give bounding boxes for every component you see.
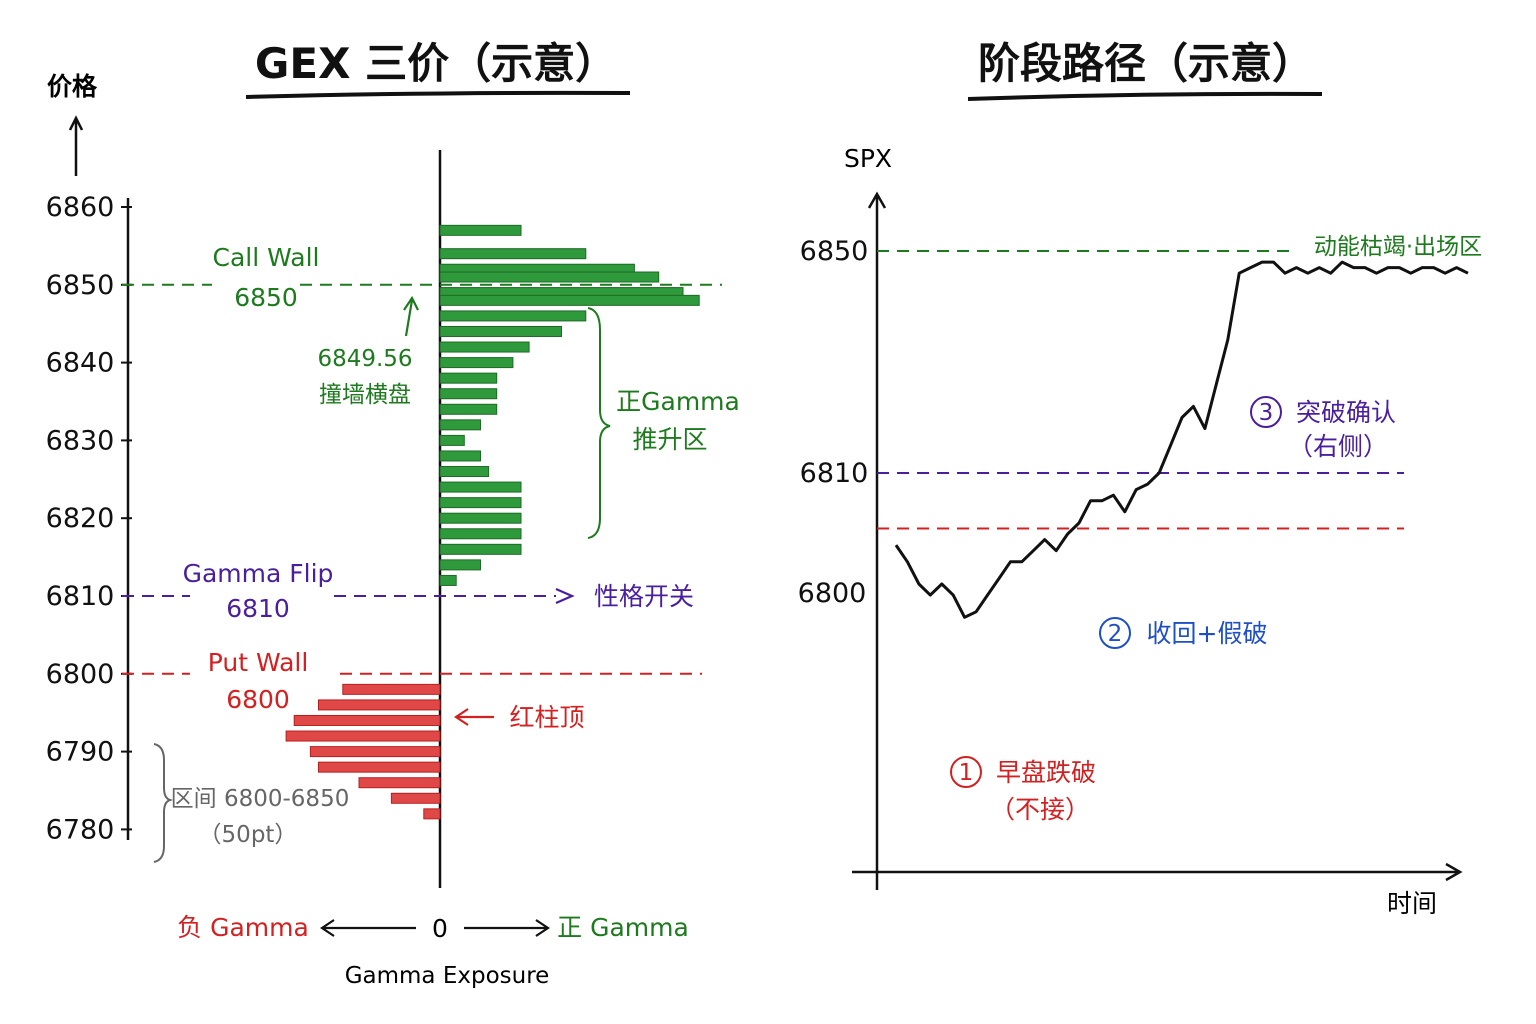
positive-gamma-bar — [439, 528, 522, 540]
flip-arrow-icon — [555, 587, 575, 605]
step2-label: 收回+假破 — [1147, 619, 1268, 648]
pos-zone-label-1: 正Gamma — [616, 387, 740, 416]
positive-gamma-bar — [439, 248, 587, 260]
pos-gamma-label: 正 Gamma — [557, 913, 689, 942]
positive-gamma-bar — [439, 271, 660, 283]
step1-label: 早盘跌破 — [996, 758, 1096, 787]
positive-gamma-bar — [439, 325, 562, 337]
left-title-underline — [245, 90, 631, 99]
positive-gamma-bar — [439, 497, 522, 509]
right-arrow-icon — [464, 919, 550, 937]
neg-gamma-label: 负 Gamma — [177, 913, 309, 942]
left-title: GEX 三价（示意） — [255, 39, 617, 88]
gamma-flip-note: 性格开关 — [594, 582, 694, 611]
negative-gamma-bar — [358, 777, 441, 789]
positive-gamma-bar — [439, 466, 490, 478]
left-y-axis-label: 价格 — [47, 72, 98, 101]
positive-gamma-bar — [439, 224, 522, 236]
positive-gamma-bar — [439, 512, 522, 524]
spot-value: 6849.56 — [317, 346, 412, 372]
positive-gamma-bar — [439, 450, 481, 462]
negative-gamma-bar — [342, 683, 441, 695]
right-x-axis — [852, 862, 1463, 882]
positive-gamma-bar — [439, 559, 481, 571]
step3-circle — [1250, 396, 1282, 428]
gamma-flip-value: 6810 — [226, 594, 290, 623]
zero-label: 0 — [432, 914, 448, 943]
negative-gamma-bar — [309, 746, 441, 758]
negative-gamma-bar — [285, 730, 441, 742]
gamma-bars — [285, 224, 700, 820]
right-y-axis — [867, 191, 887, 890]
right-title-underline — [967, 91, 1323, 101]
right-y-axis-label: SPX — [844, 144, 892, 173]
call-wall-label: Call Wall — [213, 243, 320, 272]
negative-gamma-bar — [318, 761, 441, 773]
positive-gamma-bar — [439, 341, 530, 353]
pos-zone-brace — [587, 307, 611, 539]
pos-zone-label-2: 推升区 — [632, 425, 707, 454]
left-arrow-icon — [320, 919, 416, 937]
y-tick-label: 6780 — [46, 814, 115, 845]
right-reference-lines — [877, 250, 1404, 530]
positive-gamma-bar — [439, 403, 498, 415]
positive-gamma-bar — [439, 434, 465, 446]
positive-gamma-bar — [439, 419, 481, 431]
left-x-axis-label: Gamma Exposure — [345, 963, 550, 989]
positive-gamma-bar — [439, 543, 522, 555]
y-tick-label: 6810 — [46, 581, 115, 612]
put-wall-value: 6800 — [226, 685, 290, 714]
y-axis-arrow-icon — [68, 115, 84, 176]
positive-gamma-bar — [439, 388, 498, 400]
step2-circle — [1099, 617, 1131, 649]
right-title: 阶段路径（示意） — [978, 39, 1314, 88]
y-tick-label: 6840 — [46, 348, 115, 379]
positive-gamma-bar — [439, 574, 457, 586]
step2-number: 2 — [1108, 621, 1123, 647]
range-points: （50pt） — [199, 822, 298, 848]
y-tick-label: 6820 — [46, 503, 115, 534]
left-y-ticks: 6860 6850 6840 6830 6820 6810 6800 6790 6780 — [46, 192, 132, 845]
level-6800: 6800 — [798, 578, 867, 609]
step3-label: 突破确认 — [1296, 398, 1396, 427]
step1-sublabel: （不接） — [990, 795, 1090, 824]
level-6810: 6810 — [800, 458, 869, 489]
step3-sublabel: （右侧） — [1288, 432, 1388, 461]
range-label: 区间 6800-6850 — [171, 786, 350, 812]
positive-gamma-bar — [439, 310, 587, 322]
red-top-arrow-icon — [454, 708, 494, 726]
put-wall-label: Put Wall — [208, 648, 309, 677]
negative-gamma-bar — [390, 792, 441, 804]
step1-circle — [950, 756, 982, 788]
exit-zone-label: 动能枯竭·出场区 — [1314, 234, 1482, 260]
range-brace — [153, 743, 174, 863]
gamma-flip-label: Gamma Flip — [183, 559, 334, 588]
left-reference-lines — [122, 283, 722, 675]
negative-gamma-bar — [293, 714, 441, 726]
y-tick-label: 6800 — [46, 659, 115, 690]
spot-note: 撞墙横盘 — [319, 382, 411, 408]
negative-gamma-bar — [423, 808, 441, 820]
y-tick-label: 6830 — [46, 425, 115, 456]
right-x-axis-label: 时间 — [1387, 889, 1437, 918]
step1-number: 1 — [959, 760, 974, 786]
positive-gamma-bar — [439, 294, 700, 306]
red-top-note: 红柱顶 — [509, 703, 584, 732]
positive-gamma-bar — [439, 372, 498, 384]
positive-gamma-bar — [439, 481, 522, 493]
y-tick-label: 6860 — [46, 192, 115, 223]
step3-number: 3 — [1259, 400, 1274, 426]
call-wall-value: 6850 — [234, 283, 298, 312]
y-tick-label: 6790 — [46, 737, 115, 768]
spx-path-line — [894, 260, 1469, 619]
positive-gamma-bar — [439, 357, 514, 369]
spot-arrow-icon — [403, 295, 419, 337]
y-tick-label: 6850 — [46, 270, 115, 301]
level-6850: 6850 — [800, 236, 869, 267]
negative-gamma-bar — [318, 699, 441, 711]
